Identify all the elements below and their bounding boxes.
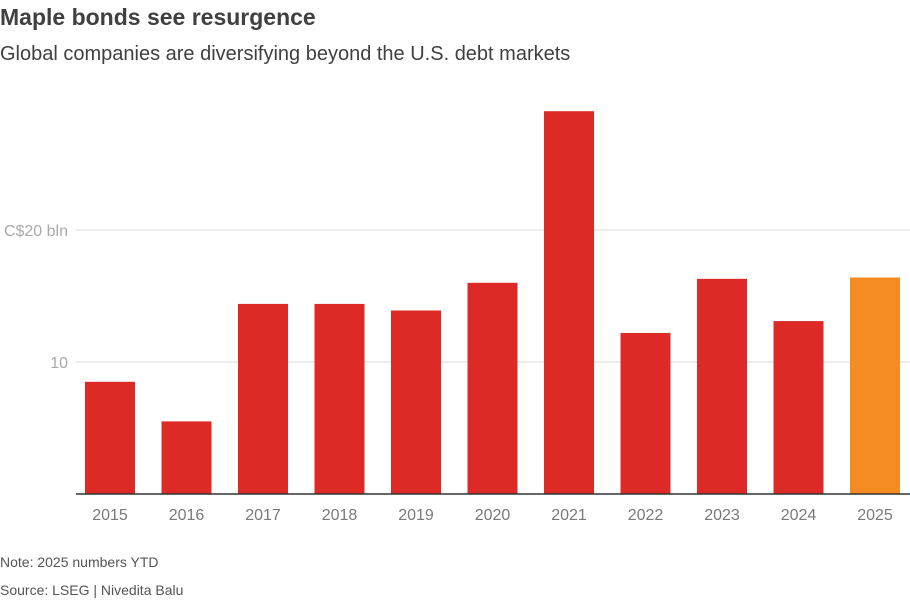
- chart-title: Maple bonds see resurgence: [0, 4, 316, 30]
- bar-2019: [391, 310, 441, 494]
- x-tick-label: 2022: [628, 507, 664, 524]
- x-tick-label: 2025: [857, 507, 893, 524]
- x-tick-label: 2021: [551, 507, 587, 524]
- chart-subtitle: Global companies are diversifying beyond…: [0, 43, 571, 65]
- bar-2023: [697, 278, 747, 494]
- x-tick-label: 2018: [322, 507, 358, 524]
- y-tick-label: 10: [50, 355, 68, 372]
- chart-note: Note: 2025 numbers YTD: [0, 554, 159, 570]
- x-tick-label: 2020: [475, 507, 511, 524]
- bar-chart: 10 C$20 bln 2015 2016 2017 2018 2019 2020 2021 20…: [4, 111, 910, 524]
- x-tick-label: 2024: [781, 507, 817, 524]
- bar-2025: [850, 277, 900, 494]
- x-tick-label: 2017: [245, 507, 281, 524]
- bar-2015: [85, 381, 135, 494]
- chart-source: Source: LSEG | Nivedita Balu: [0, 582, 184, 598]
- labels: 10 C$20 bln 2015 2016 2017 2018 2019 2020 2021 20…: [4, 223, 893, 524]
- bar-2024: [773, 321, 824, 494]
- x-tick-label: 2023: [704, 507, 740, 524]
- bar-2016: [161, 421, 212, 494]
- bar-2021: [544, 111, 594, 494]
- bar-2018: [314, 303, 365, 494]
- y-tick-label: C$20 bln: [4, 223, 68, 240]
- x-tick-label: 2019: [398, 507, 434, 524]
- x-tick-label: 2015: [92, 507, 128, 524]
- bars: [85, 111, 900, 494]
- bar-2017: [238, 303, 288, 494]
- bar-2022: [620, 332, 671, 494]
- x-tick-label: 2016: [169, 507, 205, 524]
- bar-2020: [467, 282, 518, 494]
